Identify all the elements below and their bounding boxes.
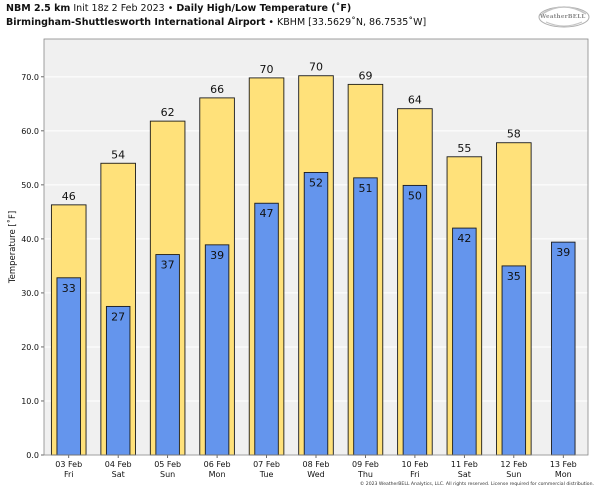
y-tick-label: 30.0 <box>21 289 39 298</box>
high-temp-label: 70 <box>260 63 274 76</box>
model-name: NBM 2.5 km <box>6 3 71 14</box>
low-temp-label: 42 <box>457 232 471 245</box>
low-temp-bar <box>551 241 576 456</box>
x-tick-date: 08 Feb <box>303 460 330 469</box>
x-tick-weekday: Tue <box>259 470 274 479</box>
x-tick-date: 09 Feb <box>352 460 379 469</box>
high-temp-label: 58 <box>507 128 521 141</box>
low-temp-label: 27 <box>111 310 125 323</box>
high-temp-label: 54 <box>111 148 125 161</box>
chart-header-line-1: NBM 2.5 km Init 18z 2 Feb 2023 • Daily H… <box>6 3 351 14</box>
low-temp-bar <box>56 277 81 456</box>
y-axis: 0.0 10.0 20.0 30.0 40.0 50.0 60.0 70.0 <box>21 73 44 460</box>
x-tick-date: 11 Feb <box>451 460 478 469</box>
copyright-footer: © 2023 WeatherBELL Analytics, LLC. All r… <box>359 482 594 487</box>
y-tick-label: 0.0 <box>26 451 39 460</box>
separator-bullet-2: • <box>268 17 275 28</box>
x-tick-date: 13 Feb <box>550 460 577 469</box>
high-temp-label: 70 <box>309 61 323 74</box>
low-temp-bar <box>105 305 131 456</box>
plot-frame <box>43 38 589 456</box>
low-temp-label: 39 <box>556 246 570 259</box>
x-tick-weekday: Fri <box>410 470 420 479</box>
x-tick-weekday: Mon <box>209 470 226 479</box>
low-temp-bar <box>501 265 527 456</box>
separator-bullet: • <box>167 3 174 14</box>
station-name: Birmingham-Shuttlesworth International A… <box>6 17 266 28</box>
y-tick-label: 60.0 <box>21 127 39 136</box>
low-temp-label: 51 <box>358 182 372 195</box>
x-tick-date: 07 Feb <box>253 460 280 469</box>
y-tick-label: 20.0 <box>21 343 39 352</box>
bars <box>50 75 576 456</box>
low-temp-bar <box>254 202 279 456</box>
high-temp-label: 64 <box>408 94 422 107</box>
high-temp-label: 69 <box>358 69 372 82</box>
low-temp-label: 47 <box>260 207 274 220</box>
weatherbell-logo-icon <box>538 6 590 28</box>
x-tick-weekday: Sun <box>160 470 175 479</box>
chart-header-line-2: Birmingham-Shuttlesworth International A… <box>6 17 426 28</box>
y-axis-label: Temperature [˚F] <box>7 211 18 284</box>
x-tick-date: 05 Feb <box>154 460 181 469</box>
y-tick-label: 50.0 <box>21 181 39 190</box>
x-tick-weekday: Fri <box>64 470 74 479</box>
low-temp-label: 35 <box>507 270 521 283</box>
y-tick-label: 40.0 <box>21 235 39 244</box>
x-tick-weekday: Sat <box>112 470 125 479</box>
low-temp-bar <box>155 254 180 456</box>
x-tick-weekday: Thu <box>357 470 373 479</box>
bar-value-labels: 46 33 54 27 62 37 66 39 70 47 70 52 69 51 64 50 55 42 58 35… <box>62 61 571 324</box>
low-temp-label: 50 <box>408 189 422 202</box>
x-tick-weekday: Mon <box>555 470 572 479</box>
x-tick-date: 03 Feb <box>55 460 82 469</box>
y-tick-label: 10.0 <box>21 397 39 406</box>
low-temp-bar <box>402 184 428 456</box>
low-temp-label: 39 <box>210 249 224 262</box>
x-tick-weekday: Sat <box>458 470 471 479</box>
high-temp-label: 66 <box>210 83 224 96</box>
logo-text: WeatherBELL <box>540 14 586 20</box>
y-tick-label: 70.0 <box>21 73 39 82</box>
low-temp-label: 33 <box>62 282 76 295</box>
high-temp-label: 55 <box>457 142 471 155</box>
high-temp-label: 62 <box>161 106 175 119</box>
x-tick-date: 12 Feb <box>500 460 527 469</box>
low-temp-label: 52 <box>309 176 323 189</box>
low-temp-bar <box>452 227 477 456</box>
x-tick-date: 04 Feb <box>105 460 132 469</box>
init-time: Init 18z 2 Feb 2023 <box>73 3 165 14</box>
x-tick-weekday: Sun <box>506 470 521 479</box>
product-title: Daily High/Low Temperature (˚F) <box>176 3 352 14</box>
low-temp-bar <box>303 171 329 456</box>
station-meta: KBHM [33.5629˚N, 86.7535˚W] <box>277 17 427 28</box>
low-temp-bar <box>353 177 378 456</box>
low-temp-bar <box>204 244 230 456</box>
x-tick-date: 06 Feb <box>204 460 231 469</box>
x-tick-weekday: Wed <box>307 470 324 479</box>
high-temp-label: 46 <box>62 190 76 203</box>
x-tick-date: 10 Feb <box>401 460 428 469</box>
low-temp-label: 37 <box>161 259 175 272</box>
